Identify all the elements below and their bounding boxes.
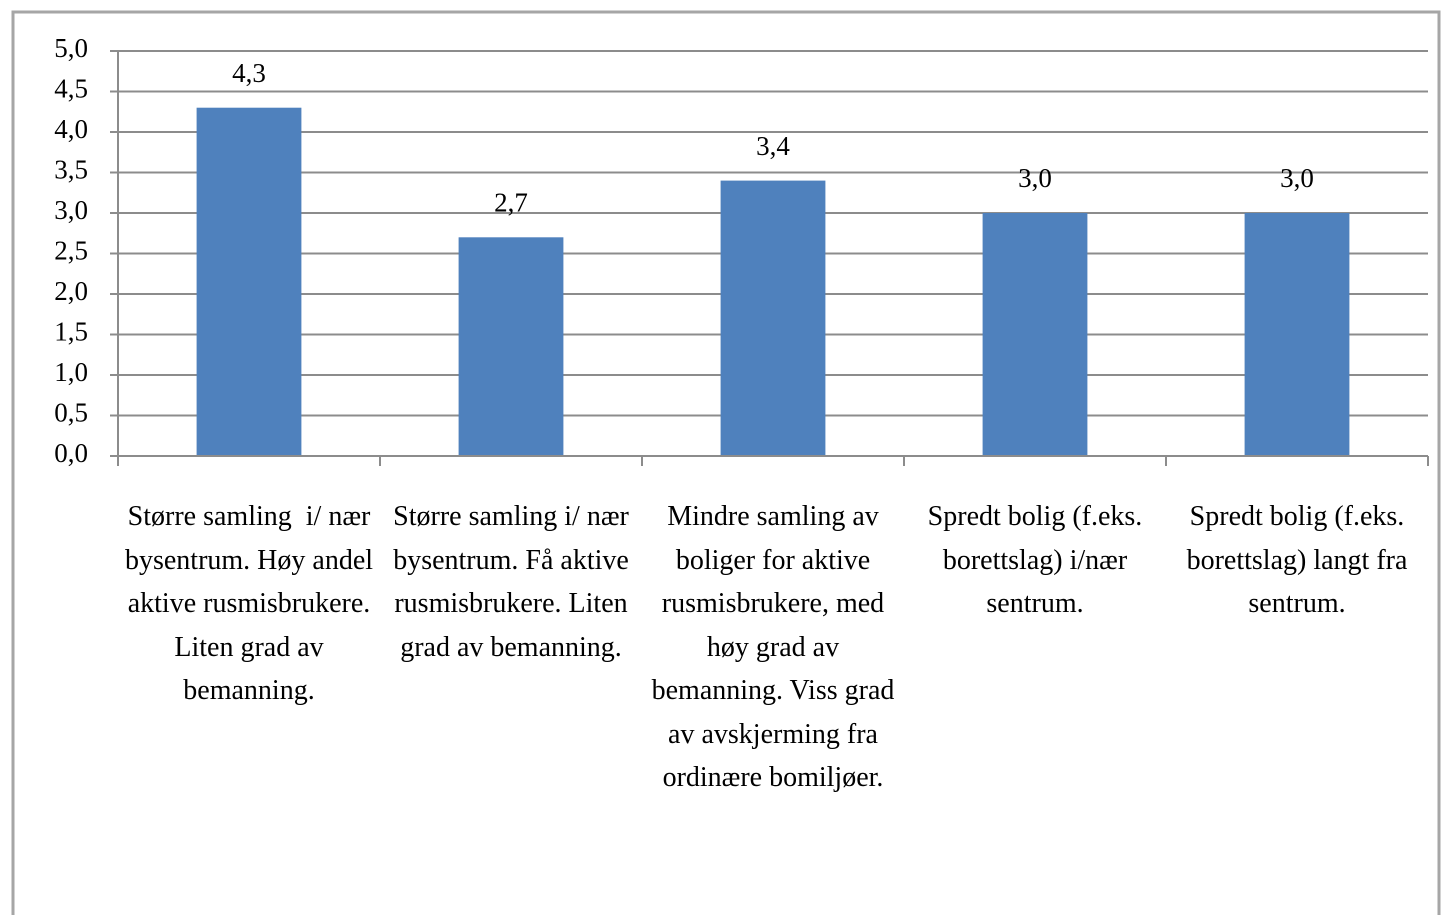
- x-tick-label: Større samling i/ nær bysentrum. Få akti…: [393, 501, 636, 663]
- data-label: 3,0: [1280, 163, 1314, 193]
- y-tick-label: 4,5: [54, 74, 88, 104]
- bar: [1244, 213, 1350, 456]
- data-label: 2,7: [494, 188, 528, 218]
- y-tick-label: 0,0: [54, 438, 88, 468]
- y-tick-label: 5,0: [54, 33, 88, 63]
- bar: [720, 180, 826, 456]
- data-label: 3,4: [756, 131, 790, 161]
- x-tick-label: Spredt bolig (f.eks. borettslag) i/nær s…: [927, 501, 1150, 619]
- chart-frame: [11, 10, 1441, 915]
- bar: [196, 107, 302, 456]
- y-tick-label: 4,0: [54, 114, 88, 144]
- data-label: 3,0: [1018, 163, 1052, 193]
- y-tick-label: 3,5: [54, 155, 88, 185]
- x-tick-label: Mindre samling av boliger for aktive rus…: [651, 501, 902, 793]
- data-label: 4,3: [232, 58, 266, 88]
- y-tick-label: 0,5: [54, 398, 88, 428]
- y-tick-label: 2,5: [54, 236, 88, 266]
- x-tick-label: Større samling i/ nær bysentrum. Høy and…: [124, 501, 381, 706]
- bar: [982, 213, 1088, 456]
- bar: [458, 237, 564, 456]
- y-tick-label: 1,0: [54, 357, 88, 387]
- x-tick-label: Spredt bolig (f.eks. borettslag) langt f…: [1186, 501, 1415, 619]
- y-tick-label: 2,0: [54, 276, 88, 306]
- y-tick-label: 1,5: [54, 317, 88, 347]
- y-tick-label: 3,0: [54, 195, 88, 225]
